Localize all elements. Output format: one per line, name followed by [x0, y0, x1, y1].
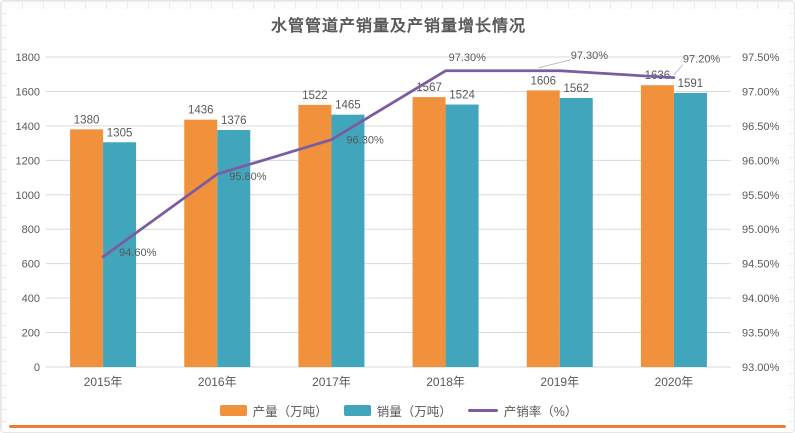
left-axis-tick: 1400 — [16, 121, 40, 133]
left-axis-tick: 400 — [22, 293, 40, 305]
rate-label-leader — [673, 64, 684, 76]
legend-item-rate: 产销率（%） — [467, 401, 578, 420]
category-label-2019年: 2019年 — [540, 375, 579, 389]
label-production-2015年: 1380 — [74, 114, 100, 126]
legend-label-sales: 销量（万吨） — [376, 405, 452, 419]
bar-production-2015年 — [70, 129, 104, 367]
chart-title: 水管管道产销量及产销量增长情况 — [270, 18, 526, 35]
left-axis-tick: 1800 — [16, 52, 40, 64]
label-rate-2020年: 97.20% — [683, 54, 721, 66]
left-axis-tick: 1600 — [16, 86, 40, 98]
label-sales-2018年: 1524 — [449, 90, 475, 102]
label-production-2018年: 1567 — [416, 82, 442, 94]
bar-sales-2020年 — [673, 92, 707, 367]
bar-production-2016年 — [184, 119, 218, 367]
right-axis-tick: 97.50% — [742, 52, 780, 64]
right-axis-tick: 97.00% — [742, 86, 780, 98]
label-sales-2016年: 1376 — [221, 115, 247, 127]
label-rate-2019年: 97.30% — [571, 50, 609, 62]
legend-label-production: 产量（万吨） — [252, 405, 328, 419]
left-axis-tick: 1200 — [16, 155, 40, 167]
left-axis-tick: 200 — [22, 328, 40, 340]
category-label-2017年: 2017年 — [312, 375, 351, 389]
right-axis-tick: 96.00% — [742, 155, 780, 167]
label-sales-2015年: 1305 — [107, 127, 133, 139]
right-axis-tick: 94.00% — [742, 293, 780, 305]
category-label-2020年: 2020年 — [655, 375, 694, 389]
sales-swatch-icon — [343, 405, 371, 416]
bottom-accent-rule — [9, 425, 786, 428]
right-axis-tick: 95.50% — [742, 190, 780, 202]
category-label-2016年: 2016年 — [198, 375, 237, 389]
bar-sales-2018年 — [445, 104, 479, 368]
rate-line-swatch-icon — [467, 409, 498, 412]
right-axis-tick: 96.50% — [742, 121, 780, 133]
category-label-2015年: 2015年 — [84, 375, 123, 389]
bar-production-2018年 — [412, 97, 446, 367]
left-axis-tick: 800 — [22, 224, 40, 236]
legend-label-rate: 产销率（%） — [503, 405, 578, 419]
rate-line-series — [101, 69, 676, 259]
label-rate-2015年: 94.60% — [119, 247, 157, 259]
production-swatch-icon — [219, 405, 247, 416]
label-rate-2018年: 97.30% — [449, 52, 487, 64]
legend-item-production: 产量（万吨） — [219, 401, 328, 420]
label-sales-2019年: 1562 — [563, 83, 589, 95]
right-axis-tick: 93.00% — [742, 362, 780, 374]
bar-production-2019年 — [526, 90, 560, 368]
label-rate-2017年: 96.30% — [346, 135, 384, 147]
label-production-2016年: 1436 — [188, 105, 214, 117]
right-axis-tick: 93.50% — [742, 328, 780, 340]
category-label-2018年: 2018年 — [426, 375, 465, 389]
chart-legend: 产量（万吨） 销量（万吨） 产销率（%） — [1, 401, 794, 420]
bar-production-2020年 — [640, 85, 674, 367]
right-axis-tick: 95.00% — [742, 224, 780, 236]
left-axis-tick: 0 — [34, 362, 40, 374]
rate-label-leader — [538, 59, 571, 69]
label-sales-2017年: 1465 — [335, 100, 361, 112]
left-axis-tick: 1000 — [16, 190, 40, 202]
label-production-2019年: 1606 — [530, 75, 556, 87]
label-sales-2020年: 1591 — [678, 78, 704, 90]
right-axis-tick: 94.50% — [742, 259, 780, 271]
legend-item-sales: 销量（万吨） — [343, 401, 452, 420]
bar-sales-2019年 — [559, 97, 593, 367]
label-rate-2016年: 95.80% — [229, 171, 267, 183]
bar-sales-2015年 — [103, 142, 137, 367]
label-production-2017年: 1522 — [302, 90, 328, 102]
left-axis-tick: 600 — [22, 259, 40, 271]
bar-sales-2017年 — [331, 114, 365, 367]
